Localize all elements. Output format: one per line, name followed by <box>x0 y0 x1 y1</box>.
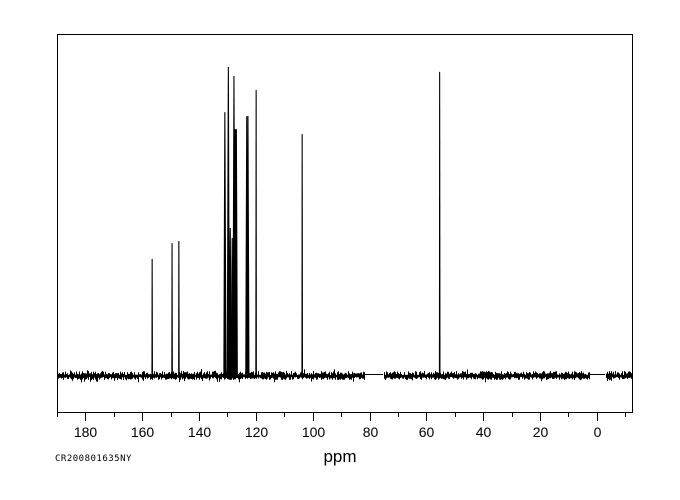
x-axis-title: ppm <box>323 447 357 466</box>
peak-line <box>151 258 153 378</box>
x-axis-tick-label: 80 <box>363 424 379 440</box>
x-axis-tick-label: 120 <box>245 424 269 440</box>
peak-line <box>226 67 230 378</box>
peak-line <box>233 129 238 378</box>
peak-line <box>178 241 180 378</box>
peak-line <box>223 112 227 378</box>
peak-line <box>246 116 250 378</box>
x-axis-tick-label: 160 <box>131 424 155 440</box>
noise-trace <box>57 369 632 383</box>
peak-line <box>438 71 441 379</box>
x-axis-tick-label: 100 <box>302 424 326 440</box>
peak-line <box>171 243 173 378</box>
x-axis-tick-label: 60 <box>419 424 435 440</box>
peak-line <box>255 89 257 379</box>
peak-line <box>301 134 303 378</box>
x-axis-tick-label: 0 <box>594 424 602 440</box>
x-axis-tick-label: 20 <box>533 424 549 440</box>
x-axis-tick-label: 140 <box>188 424 212 440</box>
spectrum-id-label: CR200801635NY <box>55 454 132 464</box>
x-axis-tick-label: 180 <box>74 424 98 440</box>
x-axis-tick-label: 40 <box>476 424 492 440</box>
plot-frame <box>57 34 633 413</box>
